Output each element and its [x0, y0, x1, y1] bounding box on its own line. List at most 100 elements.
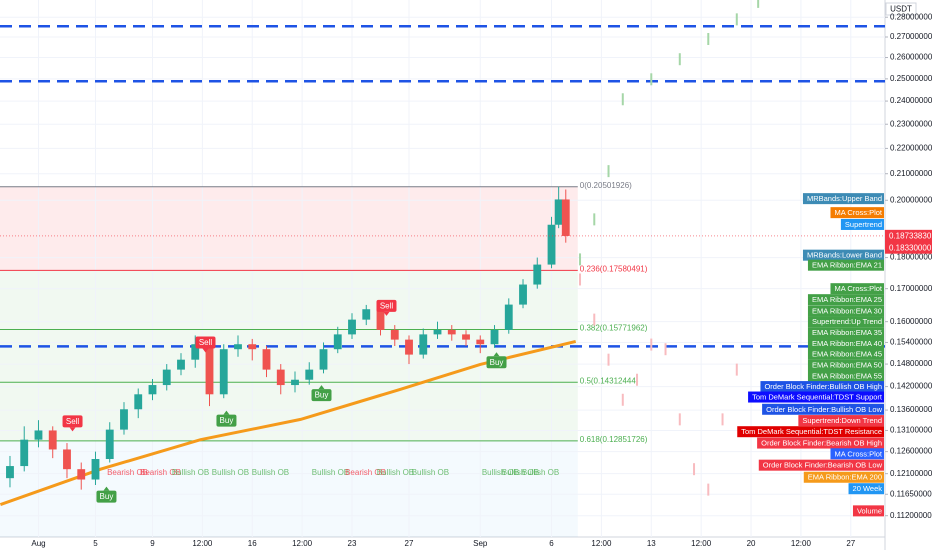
indicator-tag-label: EMA Ribbon:EMA 25	[812, 295, 882, 304]
fib-label: 0.382(0.15771962)	[580, 324, 648, 333]
indicator-tag-bg	[807, 370, 884, 382]
candle-body	[219, 349, 228, 395]
candle-body	[291, 379, 299, 386]
indicator-tag-label: MA Cross:Plot	[834, 208, 882, 217]
ob-label: Bullish OB	[502, 468, 539, 477]
indicator-tag: EMA Ribbon:EMA 25	[807, 294, 884, 306]
y-tick-label: 0.24000000	[890, 96, 932, 105]
candle-body	[490, 329, 499, 345]
indicator-tag: Supertrend	[840, 218, 884, 230]
indicator-tag: EMA Ribbon:EMA 55	[807, 370, 884, 382]
indicator-tag: Volume	[852, 505, 884, 517]
ob-label: Bullish OB	[482, 468, 519, 477]
y-tick-label: 0.11200000	[890, 511, 932, 520]
x-tick-label: 6	[549, 539, 554, 548]
indicator-tag-label: Supertrend:Down Trend	[802, 416, 882, 425]
currency-box[interactable]	[885, 2, 917, 16]
x-tick-label: 27	[405, 539, 414, 548]
y-tick-label: 0.14800000	[890, 359, 932, 368]
x-tick-label: 23	[348, 539, 357, 548]
candle-body	[20, 439, 29, 467]
fib-label: 0(0.20501926)	[580, 181, 632, 190]
indicator-tag-bg	[840, 218, 884, 230]
signal-pointer	[383, 311, 390, 316]
indicator-tag-bg	[830, 283, 884, 295]
signal-label: Buy	[100, 492, 114, 501]
candle-body	[191, 344, 200, 360]
x-tick-label: 27	[846, 539, 855, 548]
indicator-tag: Supertrend:Up Trend	[807, 316, 884, 328]
currency: USDT	[890, 5, 912, 14]
indicator-tag-bg	[848, 483, 884, 495]
candle-body	[63, 449, 71, 470]
indicator-tag-label: EMA Ribbon:EMA 40	[812, 339, 882, 348]
indicator-tag-label: Supertrend:Up Trend	[812, 317, 882, 326]
indicator-tag: Order Block Finder:Bearish OB Low	[758, 459, 884, 471]
x-tick-label: 12:00	[791, 539, 812, 548]
indicator-tag: EMA Ribbon:EMA 30	[807, 305, 884, 317]
fib-label: 0.236(0.17580491)	[580, 265, 648, 274]
signal-box	[62, 415, 83, 428]
indicator-tag-bg	[802, 249, 884, 261]
candle-body	[6, 466, 14, 479]
y-tick-label: 0.25000000	[890, 74, 932, 83]
signal-label: Buy	[315, 391, 329, 400]
candle-body	[348, 319, 356, 335]
x-tick-label: 20	[747, 539, 756, 548]
y-tick-label: 0.18000000	[890, 253, 932, 262]
ob-label: Bullish OB	[172, 468, 209, 477]
indicator-tag-bg	[802, 193, 884, 205]
x-tick-label: 16	[248, 539, 257, 548]
candle-body	[376, 309, 385, 330]
indicator-tag-label: 20 Week	[853, 484, 883, 493]
candle-body	[91, 459, 100, 480]
candle-body	[533, 264, 542, 285]
y-tick-label: 0.16000000	[890, 317, 932, 326]
indicator-tag-label: Order Block Finder:Bearish OB Low	[763, 461, 883, 470]
indicator-tag-label: Supertrend	[845, 220, 882, 229]
indicator-tag-bg	[830, 207, 884, 219]
indicator-tag-bg	[852, 505, 884, 517]
signal-box	[376, 299, 397, 312]
indicator-tag: Supertrend:Down Trend	[798, 415, 884, 427]
indicator-tag-label: Volume	[857, 506, 882, 515]
candle-body	[305, 369, 314, 380]
fib-zone-green	[0, 270, 578, 441]
ob-label: Bearish OB	[140, 468, 181, 477]
candle-body	[248, 344, 257, 350]
indicator-tag-label: EMA Ribbon:EMA 55	[812, 371, 882, 380]
x-tick-label: 5	[93, 539, 98, 548]
ob-label: Bullish OB	[522, 468, 559, 477]
indicator-tag-bg	[807, 316, 884, 328]
signal-label: Sell	[199, 338, 213, 347]
x-tick-label: 12:00	[292, 539, 313, 548]
x-tick-label: 12:00	[591, 539, 612, 548]
candle-body	[34, 430, 43, 440]
indicator-tag-label: Tom DeMark Sequential:TDST Support	[752, 393, 883, 402]
indicator-tag-bg	[760, 381, 884, 393]
indicator-tag-label: EMA Ribbon:EMA 50	[812, 361, 882, 370]
candle-body	[333, 334, 342, 350]
signal-box	[311, 389, 332, 402]
indicator-tag-bg	[737, 426, 884, 438]
indicator-tag: MA Cross:Plot	[830, 207, 884, 219]
candle-body	[419, 334, 428, 355]
price-tag-label: 0.18733830	[889, 231, 932, 240]
indicator-tag: EMA Ribbon:EMA 45	[807, 348, 884, 360]
x-tick-label: 9	[150, 539, 155, 548]
candle-body	[390, 329, 399, 340]
candle-body	[205, 344, 214, 395]
y-tick-label: 0.15400000	[890, 338, 932, 347]
ob-label: Bullish OB	[252, 468, 289, 477]
signal-label: Buy	[220, 416, 234, 425]
signal-label: Buy	[490, 358, 504, 367]
y-tick-label: 0.12100000	[890, 469, 932, 478]
indicator-tag-bg	[807, 359, 884, 371]
candle-body	[48, 430, 57, 450]
candle-body	[120, 409, 128, 430]
indicator-tag-bg	[748, 391, 884, 403]
indicator-tag-label: MRBands:Upper Band	[807, 194, 882, 203]
ob-label: Bullish OB	[212, 468, 249, 477]
signal-pointer	[223, 410, 230, 415]
indicator-tag: Tom DeMark Sequential:TDST Resistance	[737, 426, 884, 438]
